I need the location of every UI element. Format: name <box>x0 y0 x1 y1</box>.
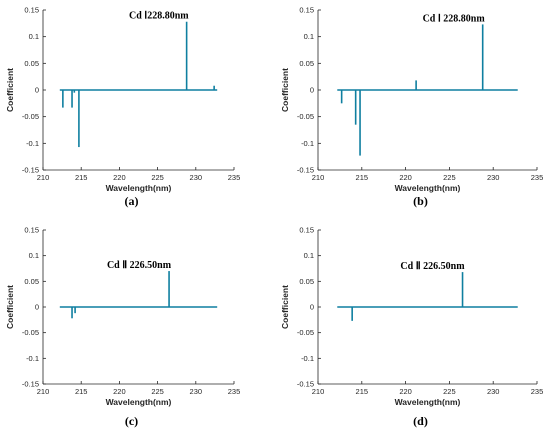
y-axis-title: Coefficient <box>280 285 290 329</box>
x-tick-label: 215 <box>356 173 369 182</box>
y-tick-label: 0 <box>310 86 314 95</box>
y-tick-label: -0.15 <box>297 380 314 389</box>
x-axis-title: Wavelength(nm) <box>395 397 461 407</box>
y-axis-title: Coefficient <box>5 285 15 329</box>
peak-annotation: Cd Ⅱ 226.50nm <box>400 261 465 272</box>
y-tick-label: 0.15 <box>24 6 39 15</box>
y-tick-label: 0.1 <box>304 32 314 41</box>
x-axis-title: Wavelength(nm) <box>395 183 461 193</box>
x-tick-label: 230 <box>487 173 500 182</box>
x-tick-label: 215 <box>75 387 88 396</box>
y-tick-label: 0.1 <box>29 251 39 260</box>
panel-label: (a) <box>125 194 139 208</box>
y-axis-title: Coefficient <box>5 68 15 112</box>
y-tick-label: -0.15 <box>22 166 39 175</box>
x-tick-label: 225 <box>443 173 456 182</box>
peak-annotation: Cd Ⅰ228.80nm <box>129 11 189 22</box>
y-tick-label: 0.05 <box>299 59 314 68</box>
x-tick-label: 230 <box>190 387 203 396</box>
y-tick-label: 0.05 <box>299 277 314 286</box>
panel-label: (b) <box>413 194 428 208</box>
y-tick-label: 0 <box>35 86 39 95</box>
x-tick-label: 210 <box>312 173 325 182</box>
x-tick-label: 220 <box>113 173 126 182</box>
y-tick-label: 0.15 <box>299 226 314 235</box>
chart-panel-3: 210 215 220 225 230 235 -0.15 -0.1 -0.05 0 0.05 0.1… <box>5 226 240 429</box>
y-tick-label: -0.15 <box>22 380 39 389</box>
y-tick-label: 0.15 <box>24 226 39 235</box>
chart-panel-1: 210 215 220 225 230 235 -0.15 -0.1 -0.05 0 0.05 0.1… <box>5 6 240 209</box>
x-tick-label: 225 <box>443 387 456 396</box>
x-tick-label: 215 <box>75 173 88 182</box>
x-tick-label: 220 <box>113 387 126 396</box>
y-tick-label: -0.05 <box>22 328 39 337</box>
y-tick-label: -0.1 <box>26 354 39 363</box>
panel-label: (c) <box>125 414 138 428</box>
y-tick-label: 0.05 <box>24 59 39 68</box>
peak-annotation: Cd Ⅰ 228.80nm <box>423 13 486 24</box>
y-axis-title: Coefficient <box>280 68 290 112</box>
y-tick-label: 0.05 <box>24 277 39 286</box>
x-tick-label: 230 <box>190 173 203 182</box>
x-tick-label: 235 <box>228 387 241 396</box>
y-tick-label: 0 <box>35 303 39 312</box>
x-tick-label: 235 <box>228 173 241 182</box>
x-tick-label: 230 <box>487 387 500 396</box>
panel-label: (d) <box>413 414 428 428</box>
x-tick-label: 210 <box>37 387 50 396</box>
y-tick-label: 0 <box>310 303 314 312</box>
x-tick-label: 210 <box>37 173 50 182</box>
y-tick-label: -0.1 <box>301 139 314 148</box>
x-axis-title: Wavelength(nm) <box>106 183 172 193</box>
x-tick-label: 225 <box>151 173 164 182</box>
y-tick-label: -0.05 <box>297 328 314 337</box>
y-tick-label: -0.1 <box>301 354 314 363</box>
x-tick-label: 210 <box>312 387 325 396</box>
chart-panel-4: 210 215 220 225 230 235 -0.15 -0.1 -0.05 0 0.05 0.1… <box>280 226 543 429</box>
y-tick-label: -0.05 <box>22 112 39 121</box>
chart-panel-2: 210 215 220 225 230 235 -0.15 -0.1 -0.05 0 0.05 0.1… <box>280 6 543 209</box>
peak-annotation: Cd Ⅱ 226.50nm <box>107 260 172 271</box>
y-tick-label: 0.1 <box>29 32 39 41</box>
x-tick-label: 225 <box>151 387 164 396</box>
x-tick-label: 235 <box>531 173 544 182</box>
y-tick-label: -0.1 <box>26 139 39 148</box>
y-tick-label: 0.1 <box>304 251 314 260</box>
y-tick-label: -0.05 <box>297 112 314 121</box>
x-axis-title: Wavelength(nm) <box>106 397 172 407</box>
x-tick-label: 215 <box>356 387 369 396</box>
x-tick-label: 235 <box>531 387 544 396</box>
y-tick-label: 0.15 <box>299 6 314 15</box>
x-tick-label: 220 <box>399 173 412 182</box>
x-tick-label: 220 <box>399 387 412 396</box>
y-tick-label: -0.15 <box>297 166 314 175</box>
